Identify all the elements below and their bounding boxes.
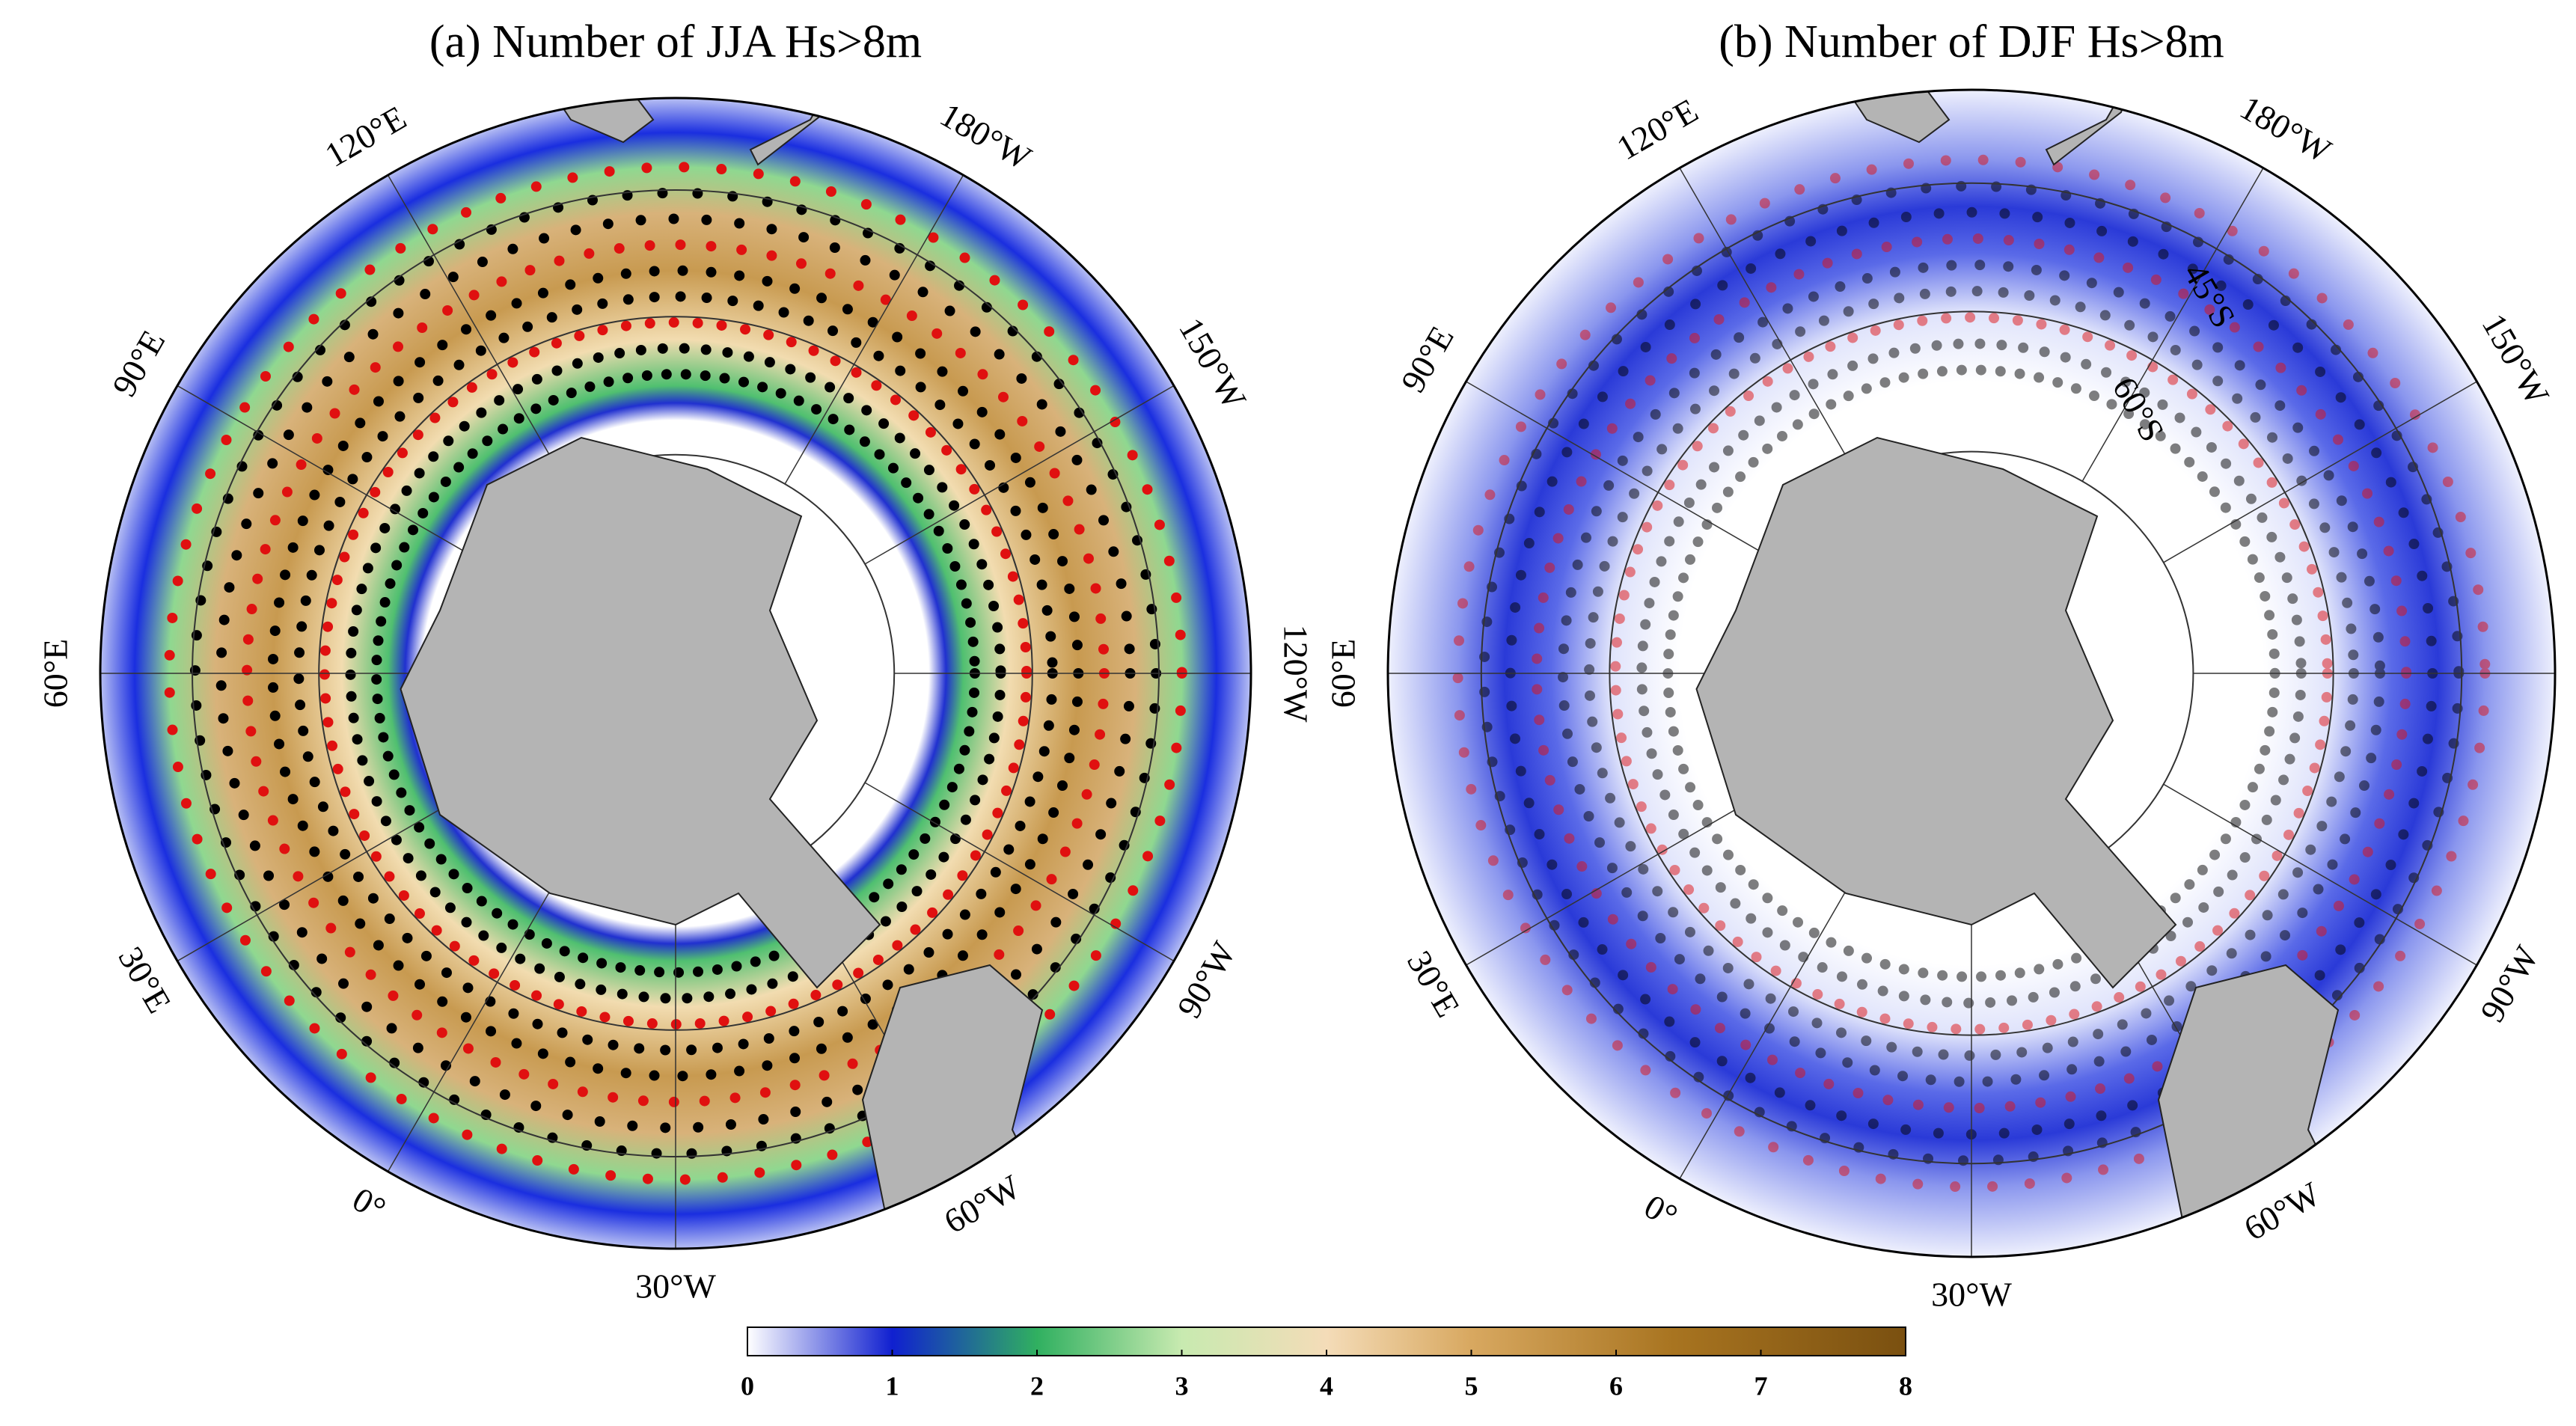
colorbar-tick-label: 6 <box>1609 1371 1623 1401</box>
australia <box>539 98 655 144</box>
meridian <box>387 862 567 1172</box>
meridian <box>2163 381 2477 563</box>
colorbar-tick-label: 2 <box>1030 1371 1044 1401</box>
longitude-label: 0° <box>346 1180 392 1228</box>
map-area <box>100 98 1251 1249</box>
map-panel: (b) Number of DJF Hs>8m 0° 30°E 60°E 90°E 120… <box>1324 16 2557 1314</box>
meridian <box>784 174 964 485</box>
colorbar-tick-label: 7 <box>1754 1371 1768 1401</box>
longitude-label: 90°E <box>105 324 172 403</box>
colorbar-tick-label: 5 <box>1465 1371 1478 1401</box>
panel-title: (a) Number of JJA Hs>8m <box>429 16 922 67</box>
longitude-label: 60°E <box>37 639 75 709</box>
meridian <box>1679 168 1861 482</box>
longitude-label: 0° <box>1638 1187 1683 1235</box>
longitude-label: 60°E <box>1324 639 1362 709</box>
meridian <box>2163 783 2477 966</box>
meridian <box>1679 865 1861 1179</box>
antarctica <box>1695 436 2177 989</box>
longitude-label: 150°W <box>2475 307 2557 411</box>
colorbar-tick-label: 3 <box>1175 1371 1189 1401</box>
longitude-label: 30°E <box>1400 944 1467 1023</box>
map-boundary <box>99 97 1252 1250</box>
meridian <box>2081 168 2264 482</box>
new-zealand <box>2045 90 2137 166</box>
meridian <box>864 782 1175 962</box>
colorbar-tick-label: 8 <box>1899 1371 1912 1401</box>
panel-title: (b) Number of DJF Hs>8m <box>1719 16 2224 67</box>
meridian <box>864 385 1175 565</box>
meridian <box>177 782 487 962</box>
longitude-label: 90°E <box>1393 319 1460 399</box>
longitude-label: 30°W <box>635 1267 716 1306</box>
new-zealand <box>749 98 841 166</box>
colorbar-tick-label: 4 <box>1320 1371 1333 1401</box>
longitude-label: 150°W <box>1172 311 1254 415</box>
colorbar-tick-label: 1 <box>886 1371 899 1401</box>
longitude-label: 180°W <box>2234 88 2338 171</box>
antarctica <box>400 436 881 989</box>
longitude-label: 30°W <box>1931 1276 2012 1314</box>
meridian <box>1466 381 1780 563</box>
meridian <box>387 174 567 485</box>
meridian <box>1466 783 1780 966</box>
colorbar: 0 1 2 3 4 5 6 7 8 <box>741 1326 1912 1401</box>
map-panel: (a) Number of JJA Hs>8m 0° 30°E 60°E 90°E 120… <box>37 16 1315 1305</box>
map-area <box>1388 90 2555 1257</box>
map-boundary <box>1386 88 2557 1258</box>
longitude-label: 30°E <box>111 940 178 1020</box>
longitude-label: 120°E <box>319 98 413 174</box>
longitude-label: 120°E <box>1610 91 1704 168</box>
meridian <box>177 385 487 565</box>
colorbar-tick-label: 0 <box>741 1371 754 1401</box>
longitude-label: 180°W <box>934 95 1038 177</box>
longitude-label: 120°W <box>1276 625 1315 723</box>
